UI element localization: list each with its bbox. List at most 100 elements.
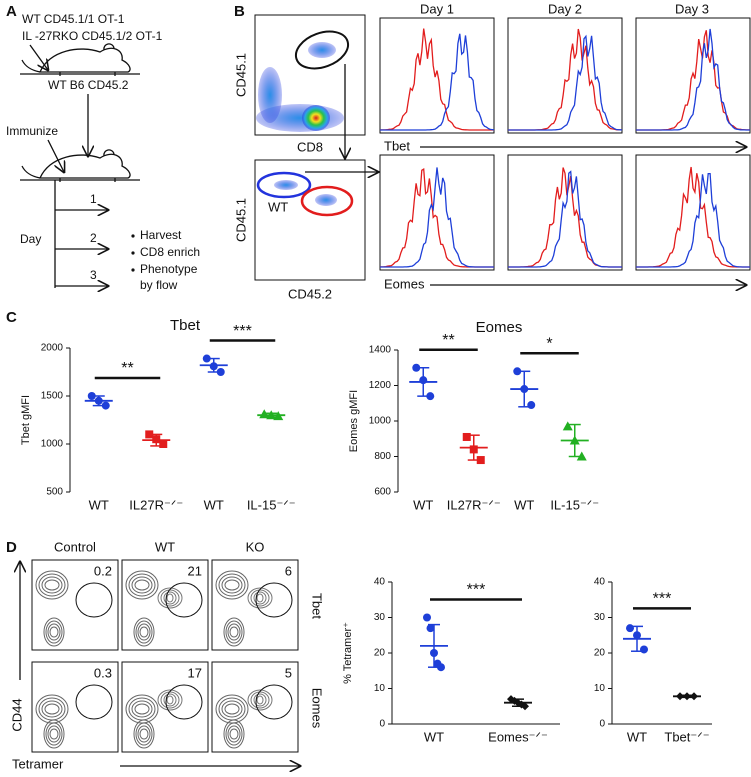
histogram-frame — [379, 17, 495, 134]
contour — [139, 626, 149, 638]
panel-label: D — [6, 539, 17, 556]
y-tick-label: 40 — [594, 577, 606, 588]
data-point — [562, 421, 573, 431]
column-title: WT — [155, 539, 175, 554]
panel-b: B CD45.1 CD8 WT CD45.1 CD45.2 Day 1 Day … — [233, 1, 746, 301]
contour — [134, 579, 150, 591]
immunize-label: Immunize — [6, 124, 58, 138]
data-point — [469, 445, 478, 454]
row-axis-label: Tbet — [384, 138, 410, 153]
data-point — [676, 692, 684, 701]
percentage: 0.3 — [94, 665, 112, 680]
y-tick-label: 1500 — [41, 391, 64, 402]
data-point — [266, 410, 277, 420]
data-point — [87, 392, 96, 400]
data-point — [633, 631, 641, 640]
contour — [49, 728, 59, 740]
host-label: WT B6 CD45.2 — [48, 78, 129, 92]
step: Harvest — [140, 228, 182, 242]
contour — [135, 722, 153, 746]
axis-label: CD45.2 — [288, 286, 332, 301]
contour — [253, 591, 267, 605]
significance-label: ** — [121, 360, 133, 377]
contour — [131, 700, 153, 718]
data-point — [640, 645, 648, 654]
histogram — [508, 170, 622, 268]
step: by flow — [140, 278, 178, 292]
contour — [253, 693, 267, 707]
contour — [227, 725, 241, 743]
column-title: Day 1 — [420, 1, 454, 16]
bullet — [131, 268, 135, 272]
gate — [256, 171, 312, 199]
contour — [163, 591, 177, 605]
arrow — [47, 139, 64, 172]
data-point — [430, 649, 438, 657]
gate — [294, 30, 350, 70]
significance-label: *** — [467, 582, 486, 599]
y-tick-label: 1200 — [369, 380, 392, 391]
axis-label: CD45.1 — [233, 53, 248, 97]
contour — [218, 697, 246, 721]
histogram — [380, 167, 494, 268]
contour — [224, 579, 240, 591]
panel-d: D Control WT KO Tbet Eomes CD44 Tetramer… — [6, 539, 325, 771]
data-point — [273, 411, 284, 421]
percentage: 0.2 — [94, 563, 112, 578]
data-point — [159, 440, 168, 448]
significance-label: *** — [233, 323, 252, 340]
x-tick-label: IL-15⁻ᐟ⁻ — [247, 497, 296, 512]
contour — [44, 703, 60, 715]
y-tick-label: 1000 — [369, 416, 392, 427]
data-point — [259, 409, 270, 419]
axis-label: Tetramer — [12, 756, 64, 771]
x-tick-label: Tbet⁻ᐟ⁻ — [664, 729, 709, 744]
data-point — [513, 367, 522, 376]
x-tick-label: WT — [627, 729, 647, 744]
contour — [223, 617, 245, 647]
data-point — [527, 401, 536, 410]
contour — [45, 620, 63, 644]
row-axis-label: Eomes — [384, 276, 425, 291]
percentage: 6 — [285, 563, 292, 578]
data-point — [476, 456, 485, 465]
y-tick-label: 2000 — [41, 343, 64, 354]
contour — [47, 623, 61, 641]
contour — [224, 703, 240, 715]
data-point — [520, 385, 529, 394]
contour — [166, 593, 174, 603]
x-tick-label: Eomes⁻ᐟ⁻ — [488, 729, 548, 744]
row-title: Tbet — [310, 593, 325, 619]
gate — [165, 684, 203, 720]
data-point — [412, 363, 421, 372]
x-tick-label: IL-15⁻ᐟ⁻ — [550, 497, 599, 512]
contour — [47, 725, 61, 743]
significance-label: *** — [653, 591, 672, 608]
data-point — [94, 396, 103, 405]
panel-label: C — [6, 309, 17, 326]
gate — [75, 582, 113, 618]
cell-cloud — [274, 180, 298, 190]
day-number: 1 — [90, 192, 97, 206]
histogram — [636, 172, 750, 268]
contour — [166, 695, 174, 705]
percentage: 5 — [285, 665, 292, 680]
contour — [139, 728, 149, 740]
histogram — [379, 28, 494, 131]
donor-label: IL -27RKO CD45.1/2 OT-1 — [22, 29, 163, 43]
contour — [137, 623, 151, 641]
histogram-frame — [635, 17, 751, 134]
data-point — [152, 435, 161, 444]
data-point — [426, 392, 435, 401]
contour — [44, 579, 60, 591]
contour — [49, 626, 59, 638]
data-point — [101, 401, 110, 410]
percentage: 17 — [188, 665, 202, 680]
gate — [255, 582, 293, 618]
y-tick-label: 1000 — [41, 439, 64, 450]
cell-cloud — [308, 42, 336, 58]
contour — [221, 576, 243, 594]
cell-cloud — [302, 105, 330, 131]
